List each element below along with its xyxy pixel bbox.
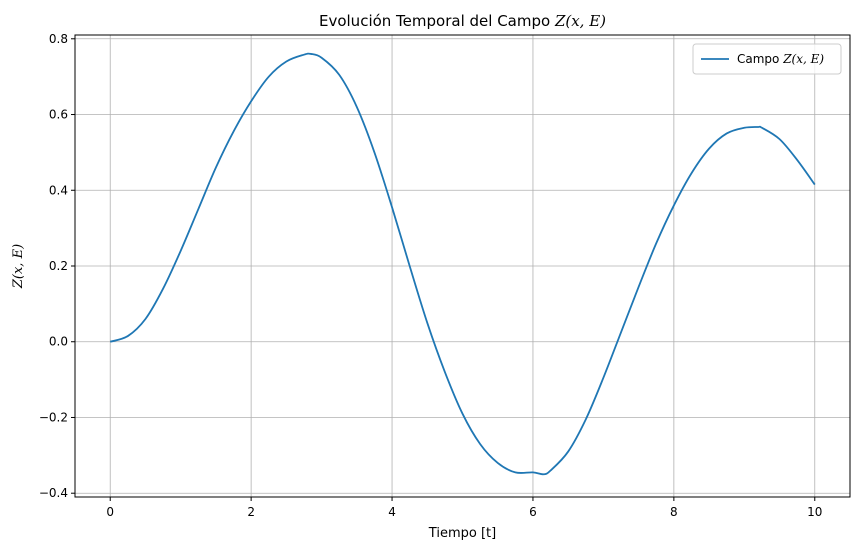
y-tick-label: 0.0: [49, 335, 68, 349]
y-tick-label: 0.2: [49, 259, 68, 273]
chart-title: Evolución Temporal del Campo Z(x, E): [319, 12, 606, 30]
y-tick-label: 0.4: [49, 183, 68, 197]
legend: Campo Z(x, E): [692, 43, 842, 75]
x-tick-label: 2: [247, 505, 255, 519]
x-axis-ticks: 0 2 4 6 8 10: [106, 497, 822, 519]
y-tick-label: −0.4: [39, 486, 68, 500]
x-tick-label: 10: [807, 505, 822, 519]
x-tick-label: 4: [388, 505, 396, 519]
legend-box: [692, 43, 842, 75]
x-axis-label: Tiempo [t]: [428, 526, 496, 541]
chart-title-prefix: Evolución Temporal del Campo: [319, 12, 555, 30]
y-tick-label: −0.2: [39, 410, 68, 424]
grid: [75, 35, 850, 497]
y-axis-label: Z(x, E): [11, 244, 26, 289]
legend-entry-math: Z(x, E): [782, 52, 824, 66]
x-tick-label: 6: [529, 505, 537, 519]
series-layer: [109, 52, 816, 476]
x-tick-label: 0: [106, 505, 114, 519]
series-line: [109, 52, 816, 476]
y-tick-label: 0.8: [49, 32, 68, 46]
chart-title-math: Z(x, E): [554, 12, 606, 30]
y-axis-ticks: −0.4 −0.2 0.0 0.2 0.4 0.6 0.8: [39, 32, 75, 500]
x-tick-label: 8: [670, 505, 678, 519]
legend-entry-prefix: Campo: [737, 52, 783, 66]
y-tick-label: 0.6: [49, 108, 68, 122]
legend-entry: Campo Z(x, E): [737, 52, 824, 66]
